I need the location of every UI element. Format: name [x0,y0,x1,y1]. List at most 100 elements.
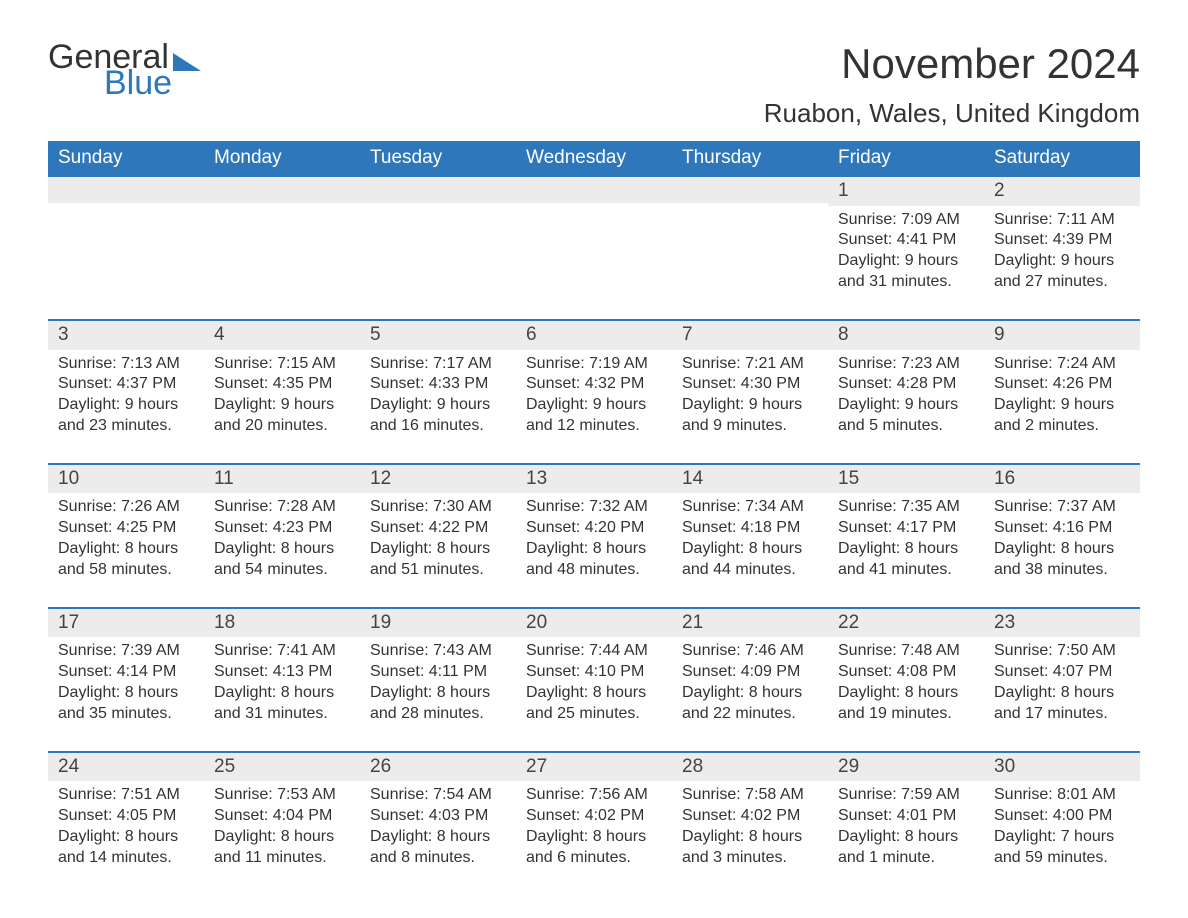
calendar-day: 14Sunrise: 7:34 AMSunset: 4:18 PMDayligh… [672,465,828,589]
day-sunrise: Sunrise: 7:09 AM [838,210,974,231]
calendar-day: 24Sunrise: 7:51 AMSunset: 4:05 PMDayligh… [48,753,204,877]
day-sunset: Sunset: 4:41 PM [838,230,974,251]
calendar-day: 15Sunrise: 7:35 AMSunset: 4:17 PMDayligh… [828,465,984,589]
calendar-day: 30Sunrise: 8:01 AMSunset: 4:00 PMDayligh… [984,753,1140,877]
day-d1: Daylight: 9 hours [58,395,194,416]
day-d2: and 27 minutes. [994,272,1130,293]
day-number: 9 [984,321,1140,350]
day-sunrise: Sunrise: 7:56 AM [526,785,662,806]
dow-sunday: Sunday [48,141,204,175]
day-sunset: Sunset: 4:05 PM [58,806,194,827]
day-number [672,177,828,203]
day-number: 25 [204,753,360,782]
calendar-day: 1 Sunrise: 7:09 AMSunset: 4:41 PMDaylight… [828,177,984,301]
day-sunset: Sunset: 4:16 PM [994,518,1130,539]
calendar-table: Sunday Monday Tuesday Wednesday Thursday… [48,141,1140,876]
day-sunrise: Sunrise: 7:41 AM [214,641,350,662]
calendar-day: 16Sunrise: 7:37 AMSunset: 4:16 PMDayligh… [984,465,1140,589]
calendar-day: 11Sunrise: 7:28 AMSunset: 4:23 PMDayligh… [204,465,360,589]
calendar-week: 10Sunrise: 7:26 AMSunset: 4:25 PMDayligh… [48,463,1140,589]
calendar-day: 27Sunrise: 7:56 AMSunset: 4:02 PMDayligh… [516,753,672,877]
day-number: 7 [672,321,828,350]
calendar-day: 8Sunrise: 7:23 AMSunset: 4:28 PMDaylight… [828,321,984,445]
day-sunset: Sunset: 4:18 PM [682,518,818,539]
day-number: 5 [360,321,516,350]
dow-saturday: Saturday [984,141,1140,175]
day-number: 24 [48,753,204,782]
day-sunrise: Sunrise: 7:58 AM [682,785,818,806]
day-d2: and 12 minutes. [526,416,662,437]
day-sunrise: Sunrise: 7:17 AM [370,354,506,375]
day-number: 4 [204,321,360,350]
day-sunrise: Sunrise: 7:43 AM [370,641,506,662]
dow-wednesday: Wednesday [516,141,672,175]
day-sunset: Sunset: 4:28 PM [838,374,974,395]
page-header: General Blue November 2024 Ruabon, Wales… [48,40,1140,129]
calendar-day: 7Sunrise: 7:21 AMSunset: 4:30 PMDaylight… [672,321,828,445]
day-number: 1 [828,177,984,206]
calendar-day [672,177,828,301]
day-d1: Daylight: 8 hours [838,539,974,560]
day-d2: and 51 minutes. [370,560,506,581]
day-d1: Daylight: 8 hours [370,827,506,848]
day-sunset: Sunset: 4:32 PM [526,374,662,395]
day-number: 26 [360,753,516,782]
day-sunset: Sunset: 4:20 PM [526,518,662,539]
day-d2: and 19 minutes. [838,704,974,725]
day-d1: Daylight: 9 hours [682,395,818,416]
day-number: 6 [516,321,672,350]
calendar-day: 19Sunrise: 7:43 AMSunset: 4:11 PMDayligh… [360,609,516,733]
calendar-week: 1Sunrise: 7:09 AMSunset: 4:41 PMDaylight… [48,175,1140,301]
logo-text-blue: Blue [104,66,201,100]
day-sunrise: Sunrise: 7:46 AM [682,641,818,662]
day-d1: Daylight: 8 hours [370,539,506,560]
day-sunset: Sunset: 4:02 PM [526,806,662,827]
day-sunrise: Sunrise: 7:19 AM [526,354,662,375]
day-d1: Daylight: 9 hours [994,251,1130,272]
day-d2: and 23 minutes. [58,416,194,437]
calendar-day: 22Sunrise: 7:48 AMSunset: 4:08 PMDayligh… [828,609,984,733]
day-sunset: Sunset: 4:22 PM [370,518,506,539]
day-d1: Daylight: 9 hours [214,395,350,416]
day-sunrise: Sunrise: 7:24 AM [994,354,1130,375]
day-number: 18 [204,609,360,638]
day-sunset: Sunset: 4:37 PM [58,374,194,395]
day-d2: and 6 minutes. [526,848,662,869]
calendar-week: 24Sunrise: 7:51 AMSunset: 4:05 PMDayligh… [48,751,1140,877]
day-d2: and 38 minutes. [994,560,1130,581]
day-number: 13 [516,465,672,494]
day-sunset: Sunset: 4:13 PM [214,662,350,683]
day-sunrise: Sunrise: 7:11 AM [994,210,1130,231]
day-number: 20 [516,609,672,638]
calendar-day: 18Sunrise: 7:41 AMSunset: 4:13 PMDayligh… [204,609,360,733]
day-sunset: Sunset: 4:23 PM [214,518,350,539]
day-d1: Daylight: 7 hours [994,827,1130,848]
day-sunset: Sunset: 4:11 PM [370,662,506,683]
calendar-day: 20Sunrise: 7:44 AMSunset: 4:10 PMDayligh… [516,609,672,733]
calendar-day: 3Sunrise: 7:13 AMSunset: 4:37 PMDaylight… [48,321,204,445]
day-d1: Daylight: 8 hours [526,539,662,560]
day-d2: and 31 minutes. [214,704,350,725]
weeks-container: 1Sunrise: 7:09 AMSunset: 4:41 PMDaylight… [48,175,1140,876]
day-sunrise: Sunrise: 7:48 AM [838,641,974,662]
calendar-day: 12Sunrise: 7:30 AMSunset: 4:22 PMDayligh… [360,465,516,589]
calendar-day: 21Sunrise: 7:46 AMSunset: 4:09 PMDayligh… [672,609,828,733]
day-d2: and 14 minutes. [58,848,194,869]
day-d1: Daylight: 8 hours [58,683,194,704]
day-d1: Daylight: 8 hours [838,827,974,848]
day-d2: and 22 minutes. [682,704,818,725]
day-d1: Daylight: 8 hours [58,827,194,848]
day-sunset: Sunset: 4:07 PM [994,662,1130,683]
day-d2: and 28 minutes. [370,704,506,725]
day-sunset: Sunset: 4:33 PM [370,374,506,395]
day-d2: and 9 minutes. [682,416,818,437]
day-number [516,177,672,203]
day-d2: and 44 minutes. [682,560,818,581]
day-d1: Daylight: 8 hours [682,539,818,560]
day-d1: Daylight: 8 hours [214,539,350,560]
day-number: 27 [516,753,672,782]
day-number: 11 [204,465,360,494]
day-d1: Daylight: 9 hours [838,251,974,272]
day-sunrise: Sunrise: 7:13 AM [58,354,194,375]
dow-thursday: Thursday [672,141,828,175]
